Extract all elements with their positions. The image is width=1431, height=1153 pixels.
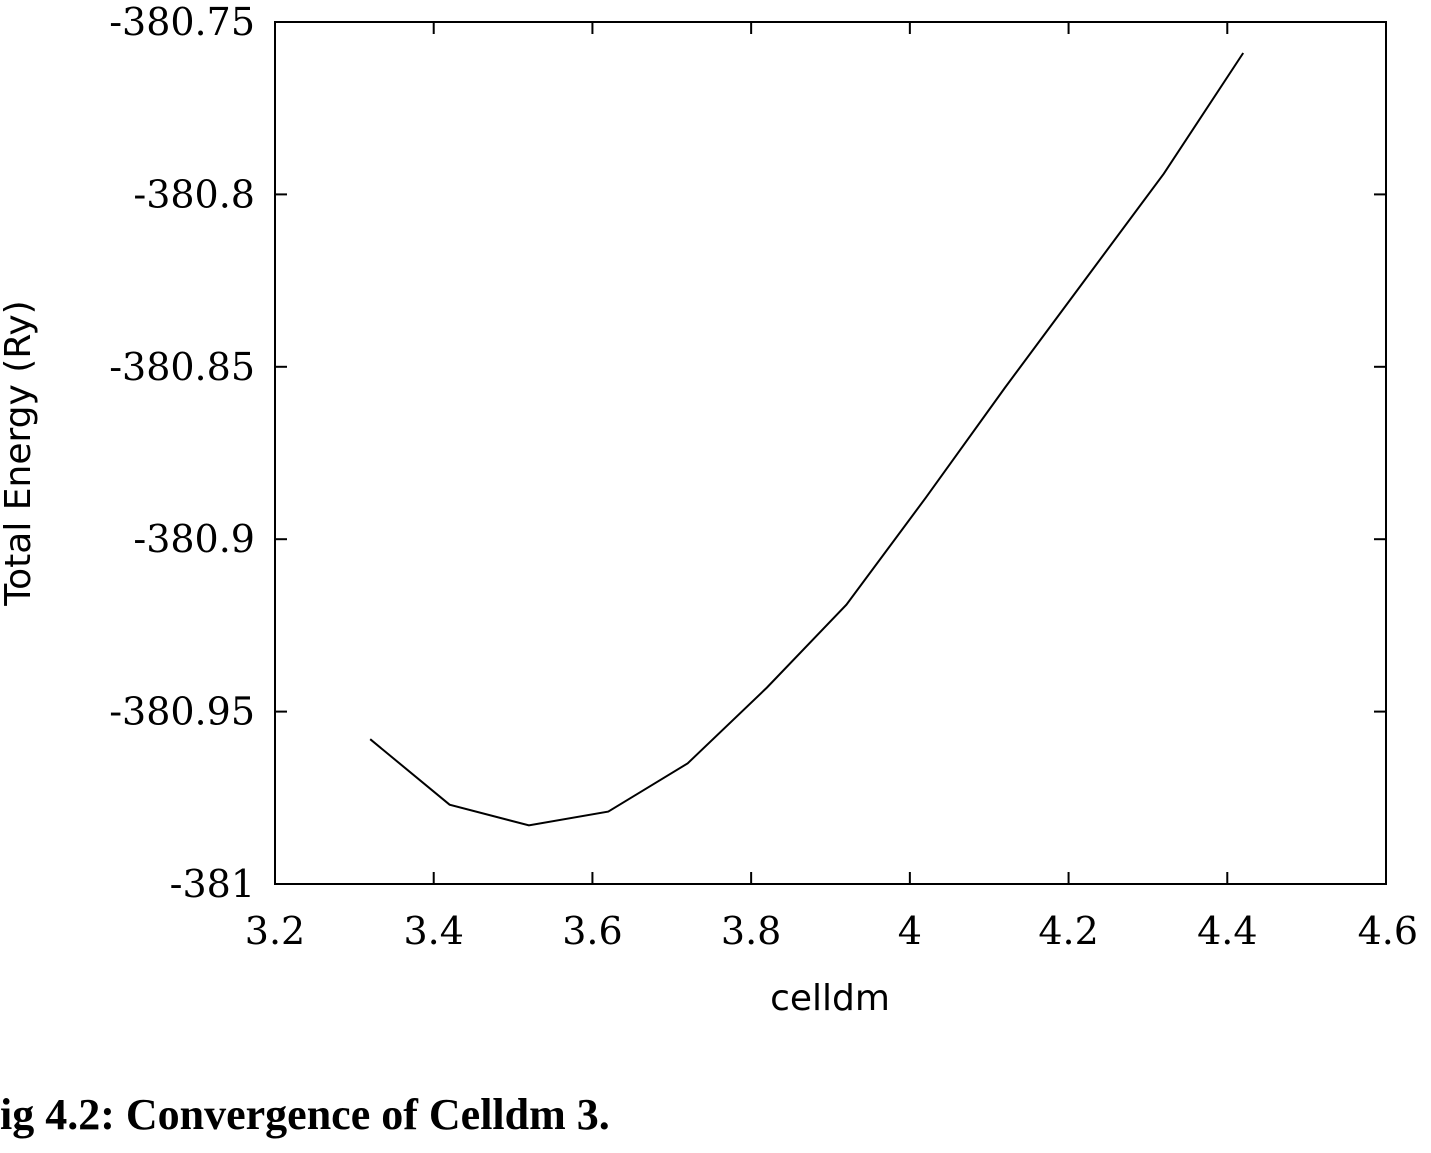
y-axis-label: Total Energy (Ry) xyxy=(0,300,39,606)
y-tick-label: -380.8 xyxy=(133,172,255,216)
y-tick-labels: -380.75 -380.8 -380.85 -380.9 -380.95 -381 xyxy=(109,0,255,906)
y-tick-label: -380.95 xyxy=(109,690,255,734)
x-axis-label: celldm xyxy=(770,978,890,1019)
y-tick-label: -380.9 xyxy=(133,517,255,561)
x-tick-label: 3.2 xyxy=(245,909,305,953)
x-tick-label: 3.8 xyxy=(721,909,781,953)
x-tick-label: 4.6 xyxy=(1358,909,1418,953)
series-line xyxy=(369,52,1245,827)
x-tick-label: 3.6 xyxy=(562,909,622,953)
figure-caption: ig 4.2: Convergence of Celldm 3. xyxy=(0,1090,610,1139)
plot-frame xyxy=(274,21,1387,885)
x-tick-label: 4.4 xyxy=(1197,909,1257,953)
x-tick-labels: 3.2 3.4 3.6 3.8 4 4.2 4.4 4.6 xyxy=(245,909,1418,953)
y-tick-label: -381 xyxy=(170,862,255,906)
x-tick-label: 4.2 xyxy=(1038,909,1098,953)
axis-ticks xyxy=(274,21,1387,885)
y-tick-label: -380.85 xyxy=(109,345,255,389)
y-tick-label: -380.75 xyxy=(109,0,255,44)
energy-convergence-chart: 3.2 3.4 3.6 3.8 4 4.2 4.4 4.6 -380.75-380.8-380… xyxy=(0,0,1418,1019)
x-tick-label: 4 xyxy=(898,909,922,953)
x-tick-label: 3.4 xyxy=(403,909,463,953)
